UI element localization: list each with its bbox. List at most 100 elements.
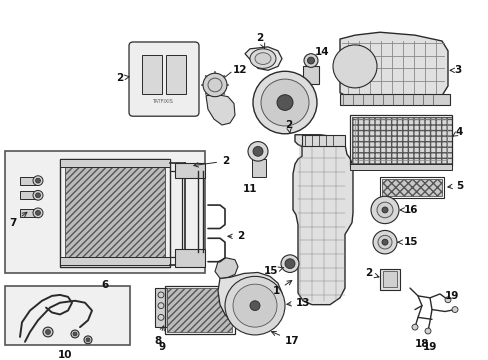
Bar bbox=[155, 288, 167, 327]
Text: 14: 14 bbox=[314, 47, 329, 57]
Circle shape bbox=[33, 176, 43, 185]
Text: 15: 15 bbox=[397, 237, 418, 247]
Text: 2: 2 bbox=[256, 33, 264, 48]
Circle shape bbox=[444, 297, 450, 303]
Bar bbox=[5, 286, 130, 345]
Bar bbox=[303, 66, 318, 84]
Circle shape bbox=[33, 208, 43, 218]
Polygon shape bbox=[218, 273, 283, 330]
Circle shape bbox=[232, 284, 276, 327]
Circle shape bbox=[451, 307, 457, 312]
Bar bbox=[5, 151, 204, 274]
Bar bbox=[20, 209, 38, 217]
Bar bbox=[379, 177, 443, 198]
Text: 1: 1 bbox=[272, 280, 291, 296]
Text: 19: 19 bbox=[444, 291, 458, 301]
Circle shape bbox=[411, 324, 417, 330]
Circle shape bbox=[224, 276, 285, 335]
Circle shape bbox=[252, 71, 316, 134]
Circle shape bbox=[281, 255, 298, 273]
Circle shape bbox=[207, 78, 222, 92]
Bar bbox=[339, 94, 449, 105]
Circle shape bbox=[158, 314, 163, 320]
Polygon shape bbox=[215, 258, 238, 278]
Circle shape bbox=[376, 202, 392, 218]
Text: 2: 2 bbox=[193, 156, 229, 167]
Circle shape bbox=[304, 54, 317, 67]
Polygon shape bbox=[205, 95, 235, 125]
Text: 2: 2 bbox=[116, 73, 129, 83]
Bar bbox=[302, 135, 345, 147]
Bar bbox=[349, 164, 451, 170]
Circle shape bbox=[372, 230, 396, 254]
Bar bbox=[65, 164, 164, 262]
Text: 9: 9 bbox=[158, 342, 165, 352]
Circle shape bbox=[377, 235, 391, 249]
Text: 18: 18 bbox=[414, 339, 428, 349]
Circle shape bbox=[307, 57, 314, 64]
Circle shape bbox=[84, 336, 92, 344]
Bar bbox=[142, 55, 162, 94]
Circle shape bbox=[381, 239, 387, 245]
Bar bbox=[382, 271, 396, 287]
Circle shape bbox=[36, 211, 41, 215]
Bar bbox=[20, 177, 38, 185]
FancyBboxPatch shape bbox=[129, 42, 199, 116]
Circle shape bbox=[36, 178, 41, 183]
Polygon shape bbox=[292, 135, 352, 305]
Bar bbox=[175, 163, 204, 178]
Text: 2: 2 bbox=[364, 269, 378, 278]
Text: 11: 11 bbox=[242, 184, 257, 194]
Circle shape bbox=[158, 292, 163, 298]
Polygon shape bbox=[339, 32, 447, 102]
Bar bbox=[164, 286, 235, 334]
Circle shape bbox=[203, 73, 226, 97]
Text: 17: 17 bbox=[271, 332, 299, 346]
Circle shape bbox=[43, 327, 53, 337]
Text: 3: 3 bbox=[449, 65, 460, 75]
Circle shape bbox=[73, 332, 77, 336]
Circle shape bbox=[424, 328, 430, 334]
Circle shape bbox=[33, 190, 43, 200]
Circle shape bbox=[332, 45, 376, 88]
Circle shape bbox=[71, 330, 79, 338]
Text: 8: 8 bbox=[154, 326, 164, 346]
Bar bbox=[60, 159, 170, 167]
Text: 4: 4 bbox=[452, 127, 463, 137]
Ellipse shape bbox=[249, 49, 275, 68]
Circle shape bbox=[285, 259, 294, 269]
Bar bbox=[60, 257, 170, 265]
Text: 6: 6 bbox=[101, 280, 108, 290]
Circle shape bbox=[276, 95, 292, 111]
Circle shape bbox=[381, 207, 387, 213]
Circle shape bbox=[249, 301, 260, 311]
Circle shape bbox=[252, 147, 263, 156]
Text: 2: 2 bbox=[285, 120, 292, 133]
Bar bbox=[351, 117, 451, 166]
Text: 12: 12 bbox=[232, 65, 247, 75]
Bar bbox=[349, 115, 451, 166]
Circle shape bbox=[158, 303, 163, 309]
Bar bbox=[20, 192, 38, 199]
Text: 10: 10 bbox=[58, 350, 72, 360]
Text: 7: 7 bbox=[10, 212, 27, 228]
Circle shape bbox=[86, 338, 90, 342]
Bar bbox=[379, 269, 399, 290]
Polygon shape bbox=[244, 47, 282, 70]
Text: TATFIXIS: TATFIXIS bbox=[151, 99, 172, 104]
Bar bbox=[354, 119, 446, 160]
Text: 2: 2 bbox=[227, 231, 244, 241]
Circle shape bbox=[36, 193, 41, 198]
Circle shape bbox=[45, 329, 50, 334]
Text: 13: 13 bbox=[286, 298, 310, 308]
Bar bbox=[175, 249, 204, 267]
Circle shape bbox=[247, 141, 267, 161]
Text: 19: 19 bbox=[422, 342, 436, 352]
Bar bbox=[381, 179, 441, 196]
Bar bbox=[251, 159, 265, 177]
Text: 16: 16 bbox=[399, 205, 418, 215]
Bar bbox=[167, 288, 231, 332]
Ellipse shape bbox=[254, 53, 270, 64]
Bar bbox=[165, 55, 185, 94]
Circle shape bbox=[261, 79, 308, 126]
